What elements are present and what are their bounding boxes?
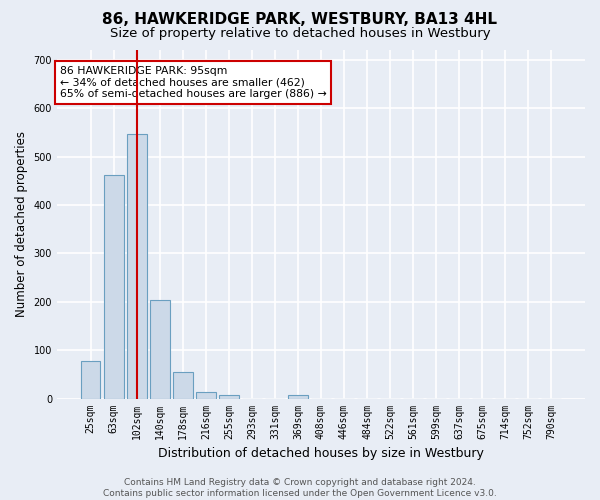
Bar <box>150 300 170 398</box>
Bar <box>219 394 239 398</box>
Bar <box>127 134 146 398</box>
Text: 86 HAWKERIDGE PARK: 95sqm
← 34% of detached houses are smaller (462)
65% of semi: 86 HAWKERIDGE PARK: 95sqm ← 34% of detac… <box>59 66 326 99</box>
Bar <box>104 175 124 398</box>
Bar <box>288 394 308 398</box>
Bar <box>81 361 100 399</box>
X-axis label: Distribution of detached houses by size in Westbury: Distribution of detached houses by size … <box>158 447 484 460</box>
Bar <box>196 392 215 398</box>
Text: Contains HM Land Registry data © Crown copyright and database right 2024.
Contai: Contains HM Land Registry data © Crown c… <box>103 478 497 498</box>
Bar <box>173 372 193 398</box>
Text: Size of property relative to detached houses in Westbury: Size of property relative to detached ho… <box>110 28 490 40</box>
Text: 86, HAWKERIDGE PARK, WESTBURY, BA13 4HL: 86, HAWKERIDGE PARK, WESTBURY, BA13 4HL <box>103 12 497 28</box>
Y-axis label: Number of detached properties: Number of detached properties <box>15 132 28 318</box>
